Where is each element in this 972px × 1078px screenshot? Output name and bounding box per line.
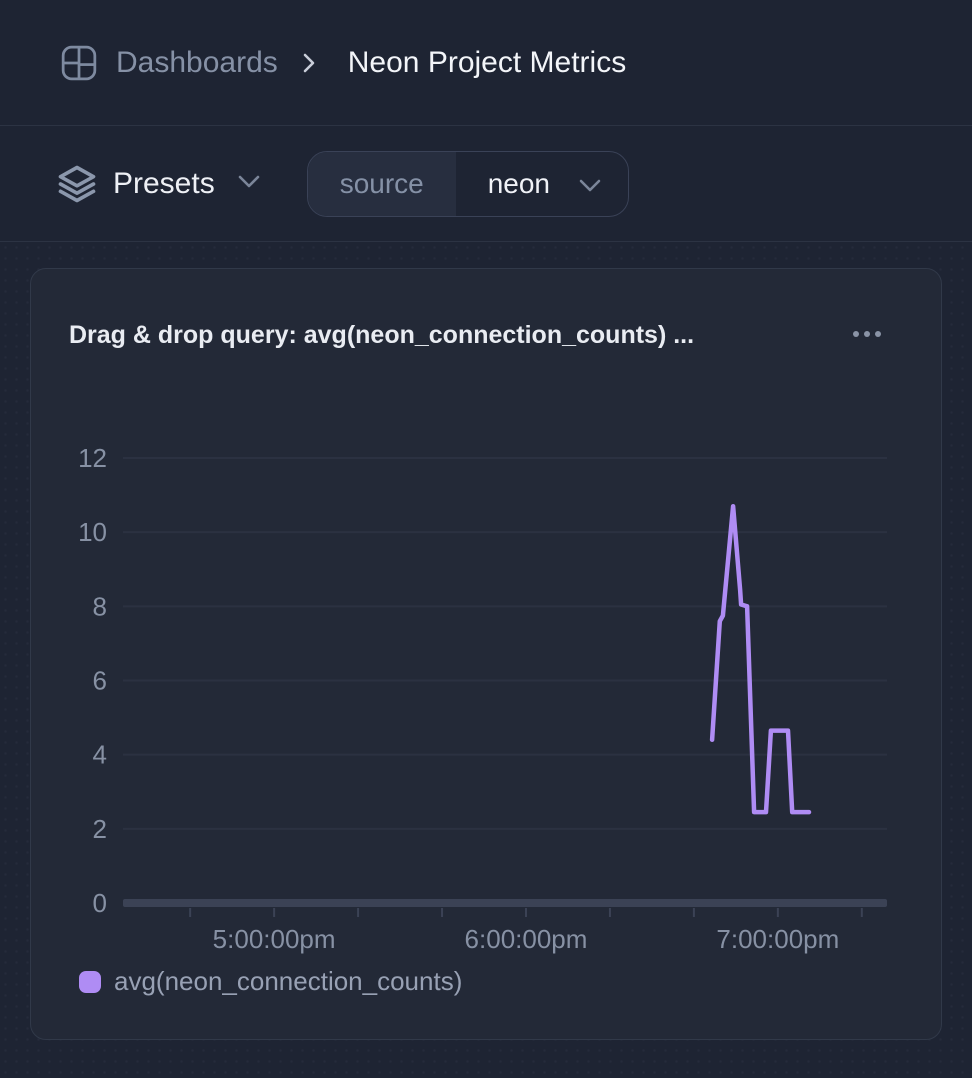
source-filter-pill[interactable]: source neon bbox=[306, 150, 630, 217]
filter-value-label: neon bbox=[487, 167, 551, 199]
svg-text:4: 4 bbox=[93, 740, 107, 770]
toolbar: Presets source neon bbox=[0, 126, 972, 242]
metrics-panel-card: Drag & drop query: avg(neon_connection_c… bbox=[30, 268, 942, 1040]
layers-icon bbox=[55, 162, 99, 206]
svg-text:0: 0 bbox=[93, 888, 107, 918]
page-title: Neon Project Metrics bbox=[347, 45, 627, 79]
panel-menu-ellipsis-icon[interactable] bbox=[849, 327, 885, 341]
svg-text:7:00:00pm: 7:00:00pm bbox=[716, 924, 839, 954]
chevron-right-icon bbox=[302, 52, 316, 74]
svg-text:12: 12 bbox=[78, 443, 107, 473]
legend-item[interactable]: avg(neon_connection_counts) bbox=[79, 966, 462, 997]
svg-text:6:00:00pm: 6:00:00pm bbox=[465, 924, 588, 954]
filter-key-label: source bbox=[307, 151, 456, 216]
svg-text:2: 2 bbox=[93, 814, 107, 844]
presets-dropdown-button[interactable]: Presets bbox=[55, 162, 261, 206]
breadcrumb: Dashboards Neon Project Metrics bbox=[0, 0, 972, 126]
chevron-down-icon bbox=[578, 168, 602, 200]
legend-label: avg(neon_connection_counts) bbox=[114, 966, 463, 996]
chevron-down-icon bbox=[237, 174, 261, 194]
dashboard-canvas: Drag & drop query: avg(neon_connection_c… bbox=[0, 242, 972, 1078]
svg-text:5:00:00pm: 5:00:00pm bbox=[213, 924, 336, 954]
metrics-chart[interactable]: 0 2 4 6 8 10 12 5:00:00pm 6:00:00pm 7:00:00pm bbox=[31, 421, 943, 966]
svg-text:10: 10 bbox=[78, 517, 107, 547]
dashboards-grid-icon bbox=[60, 44, 98, 82]
svg-text:6: 6 bbox=[93, 666, 107, 696]
svg-text:8: 8 bbox=[93, 591, 107, 621]
presets-label: Presets bbox=[113, 166, 215, 200]
legend-color-swatch bbox=[79, 970, 101, 993]
breadcrumb-dashboards-link[interactable]: Dashboards bbox=[116, 45, 278, 79]
panel-title: Drag & drop query: avg(neon_connection_c… bbox=[69, 321, 695, 349]
